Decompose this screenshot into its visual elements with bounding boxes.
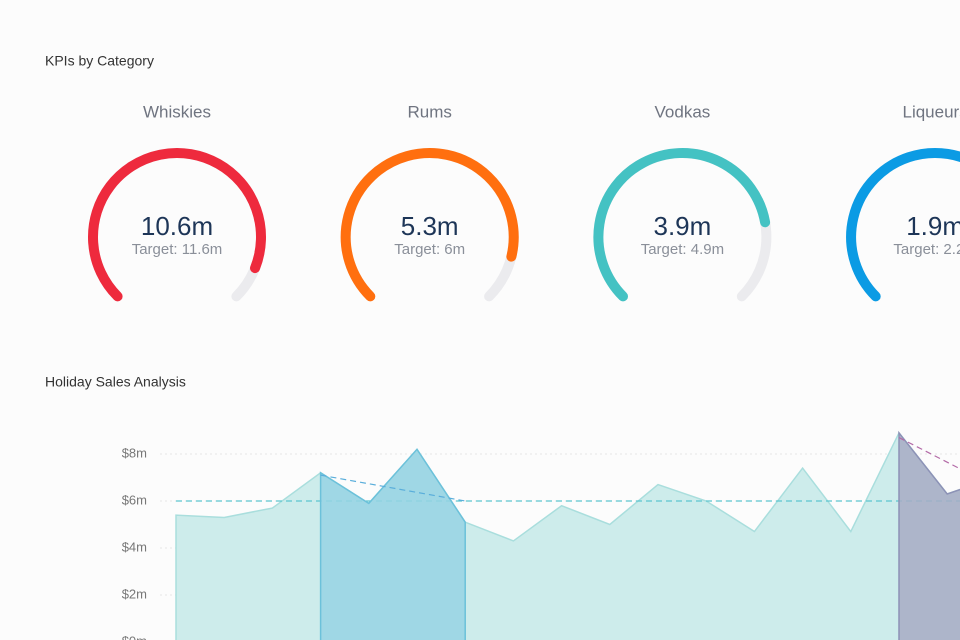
y-tick-label: $2m	[122, 586, 147, 601]
gauge-target: Target: 6m	[394, 241, 465, 258]
area-fill	[175, 431, 960, 640]
gauge-arc	[846, 148, 960, 302]
gauge-value: 1.9m	[906, 211, 960, 241]
gauge-label: Rums	[407, 102, 451, 121]
y-tick-label: $8m	[122, 445, 147, 460]
y-tick-label: $6m	[122, 492, 147, 507]
gauge-arc	[340, 148, 519, 302]
gauge-label: Vodkas	[655, 102, 711, 121]
gauge-label: Liqueurs	[902, 102, 960, 121]
gauge-arc	[593, 148, 771, 302]
area-fill	[319, 448, 466, 640]
gauge-target: Target: 2.2m	[893, 241, 960, 258]
gauge-label: Whiskies	[143, 102, 211, 121]
section-title: KPIs by Category	[45, 53, 154, 69]
area-fill	[898, 430, 960, 640]
trend-line	[898, 437, 960, 470]
section-title: Holiday Sales Analysis	[45, 374, 186, 390]
gauge-value: 3.9m	[653, 211, 711, 241]
y-tick-label: $4m	[122, 539, 147, 554]
gauge-target: Target: 4.9m	[641, 241, 724, 258]
gauge-arc	[88, 148, 266, 302]
gauge-target: Target: 11.6m	[132, 241, 223, 258]
gauge-value: 10.6m	[141, 211, 213, 241]
y-tick-label: $0m	[122, 633, 147, 640]
trend-line	[320, 474, 466, 502]
gauge-value: 5.3m	[401, 211, 459, 241]
